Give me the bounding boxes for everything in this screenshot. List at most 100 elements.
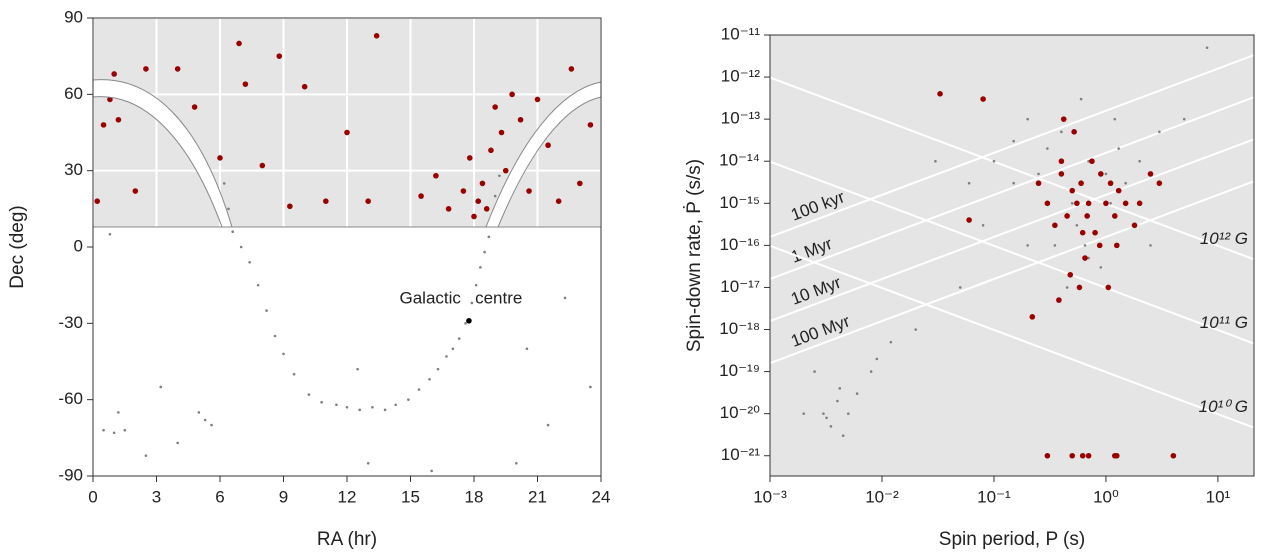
point [475, 198, 482, 204]
point [958, 286, 962, 289]
point [1037, 172, 1040, 176]
point [409, 296, 412, 300]
x-tick-label: 15 [401, 487, 420, 506]
point [483, 206, 490, 212]
point [1079, 452, 1086, 459]
point [855, 392, 859, 395]
point [546, 423, 550, 427]
point [502, 167, 509, 174]
point [1012, 139, 1015, 143]
point [117, 411, 120, 414]
point [1113, 242, 1120, 249]
point [1071, 129, 1077, 135]
x-tick-label: 9 [279, 487, 288, 506]
point [259, 162, 266, 169]
y-tick-label: 10⁻¹³ [721, 109, 761, 128]
point [1096, 242, 1103, 249]
plot-area [770, 35, 1254, 476]
point [937, 91, 943, 97]
point [1083, 244, 1087, 247]
point [248, 260, 251, 264]
field-line [770, 76, 1254, 261]
point [108, 232, 112, 236]
point [227, 207, 230, 211]
point [1044, 200, 1051, 207]
x-tick-label: 10⁻² [865, 487, 899, 506]
point [1117, 147, 1120, 150]
point [231, 230, 234, 234]
point [1138, 159, 1141, 163]
y-tick-label: -60 [58, 389, 83, 408]
point [102, 428, 105, 432]
point [256, 283, 260, 287]
point [451, 347, 455, 351]
x-tick-label: 6 [215, 487, 224, 506]
point [210, 423, 213, 427]
point [1147, 171, 1154, 177]
point [1064, 213, 1070, 219]
point [1067, 271, 1074, 278]
point [838, 387, 842, 390]
point [1075, 223, 1079, 227]
point [418, 193, 424, 199]
point [287, 203, 293, 210]
point [1113, 117, 1117, 121]
point [534, 96, 541, 103]
x-tick-label: 3 [152, 487, 161, 506]
point [1170, 452, 1177, 459]
point [515, 461, 518, 465]
y-tick-label: 10⁻¹⁵ [719, 193, 760, 212]
y-tick-label: 10⁻¹⁸ [719, 319, 760, 338]
age-line [770, 54, 1254, 238]
y-axis-label: Dec (deg) [7, 205, 28, 288]
point [1087, 256, 1090, 260]
point [1084, 213, 1090, 219]
point [889, 340, 893, 344]
point [282, 352, 285, 356]
point [1105, 284, 1112, 291]
point [159, 385, 163, 389]
point [1098, 171, 1104, 177]
point [111, 71, 117, 77]
point [1112, 213, 1118, 219]
point [1104, 172, 1108, 176]
point [1089, 158, 1095, 165]
point [191, 104, 198, 110]
y-tick-label: -90 [58, 465, 83, 484]
point [1131, 222, 1138, 229]
point [417, 388, 421, 391]
point [335, 403, 338, 407]
point [980, 96, 986, 102]
x-tick-label: 10¹ [1206, 487, 1231, 506]
y-tick-label: 10⁻¹⁹ [719, 361, 760, 380]
point [509, 91, 515, 98]
point [934, 159, 937, 163]
point [222, 182, 226, 185]
y-axis-label: Spin-down rate, Ṗ (s/s) [684, 159, 705, 352]
x-tick-label: 18 [465, 487, 484, 506]
point [292, 372, 296, 376]
field-label: 10¹² G [1200, 229, 1248, 248]
point [1078, 180, 1084, 187]
x-tick-label: 10⁰ [1093, 487, 1119, 506]
point [1205, 46, 1209, 49]
point [174, 66, 181, 72]
point [203, 418, 207, 422]
point [825, 416, 828, 420]
point [394, 403, 397, 407]
point [1103, 200, 1109, 207]
point [276, 53, 283, 59]
point [1082, 255, 1088, 261]
point [365, 198, 371, 204]
annotation: Galactic centre [400, 288, 523, 307]
point [430, 469, 433, 473]
point [493, 194, 497, 198]
point [967, 181, 971, 185]
field-label: 10¹⁰ G [1199, 397, 1248, 416]
point [94, 198, 101, 204]
point [407, 398, 410, 401]
point [802, 412, 806, 415]
y-tick-label: 10⁻²¹ [721, 445, 761, 464]
point [107, 96, 113, 103]
